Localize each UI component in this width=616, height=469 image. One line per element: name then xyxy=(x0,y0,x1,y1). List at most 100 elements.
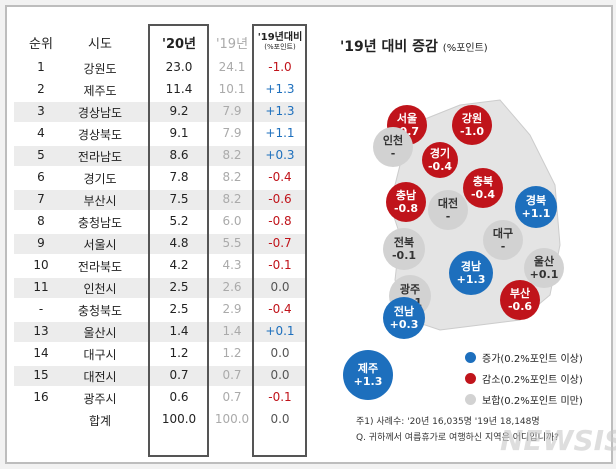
cell-2020: 2.5 xyxy=(169,302,189,316)
watermark-logo: NEWSIS xyxy=(500,424,616,457)
cell-diff: -0.1 xyxy=(268,390,292,404)
cell-2020: 2.5 xyxy=(169,280,189,294)
col-diff-highlight xyxy=(252,24,307,457)
cell-rank: 2 xyxy=(37,82,45,96)
cell-diff: 0.0 xyxy=(270,412,290,426)
legend-item: 증가(0.2%포인트 이상) xyxy=(465,350,583,365)
bubble-value: - xyxy=(390,147,396,160)
cell-rank: 9 xyxy=(37,236,45,250)
cell-2019: 8.2 xyxy=(222,192,242,206)
cell-rank: 5 xyxy=(37,148,45,162)
header-diff-unit: (%포인트) xyxy=(264,43,296,51)
bubble-name: 충북 xyxy=(472,175,494,188)
header-2019: '19년 xyxy=(215,37,249,52)
legend-dot-icon xyxy=(465,373,476,384)
note-sample: 주1) 사례수: '20년 16,035명 '19년 18,148명 xyxy=(356,417,540,427)
bubble-name: 제주 xyxy=(357,362,379,375)
bubble-name: 부산 xyxy=(509,287,531,300)
cell-2020: 9.1 xyxy=(169,126,189,140)
bubble-name: 경기 xyxy=(429,147,451,160)
cell-region: 대구시 xyxy=(83,348,117,362)
cell-2019: 4.3 xyxy=(222,258,242,272)
row-shade xyxy=(14,366,306,386)
cell-2019: 2.6 xyxy=(222,280,242,294)
cell-2019: 8.2 xyxy=(222,148,242,162)
cell-2019: 1.2 xyxy=(222,346,242,360)
cell-2020: 5.2 xyxy=(169,214,189,228)
legend-item: 보합(0.2%포인트 미만) xyxy=(465,392,583,407)
region-bubble-15: 제주 +1.3 xyxy=(343,350,393,400)
bubble-value: +0.1 xyxy=(529,268,559,281)
region-bubble-2: 인천 - xyxy=(373,127,413,167)
cell-2020: 4.2 xyxy=(169,258,189,272)
bubble-value: +0.3 xyxy=(389,318,419,331)
region-bubble-7: 경북 +1.1 xyxy=(515,186,557,228)
cell-rank: - xyxy=(38,302,44,316)
region-bubble-1: 강원 -1.0 xyxy=(452,105,492,145)
cell-rank: 16 xyxy=(33,390,49,404)
cell-diff: 0.0 xyxy=(270,368,290,382)
cell-region: 부산시 xyxy=(83,194,117,208)
bubble-value: -0.8 xyxy=(393,202,419,215)
cell-2020: 8.6 xyxy=(169,148,189,162)
cell-2020: 11.4 xyxy=(165,82,193,96)
cell-diff: +1.3 xyxy=(265,104,295,118)
cell-2019: 0.7 xyxy=(222,390,242,404)
cell-region: 울산시 xyxy=(83,326,117,340)
cell-2020: 1.2 xyxy=(169,346,189,360)
header-rank: 순위 xyxy=(29,37,53,52)
cell-rank: 8 xyxy=(37,214,45,228)
row-shade xyxy=(14,278,306,298)
region-bubble-9: 대구 - xyxy=(483,220,523,260)
region-bubble-14: 부산 -0.6 xyxy=(500,280,540,320)
cell-2020: 4.8 xyxy=(169,236,189,250)
cell-region: 충청북도 xyxy=(77,304,123,318)
region-bubble-4: 충남 -0.8 xyxy=(386,182,426,222)
region-bubble-3: 경기 -0.4 xyxy=(422,142,458,178)
cell-region: 제주도 xyxy=(83,84,117,98)
region-bubble-12: 울산 +0.1 xyxy=(524,248,564,288)
cell-2019: 1.4 xyxy=(222,324,242,338)
bubble-name: 인천 xyxy=(382,134,404,147)
row-shade xyxy=(14,190,306,210)
cell-2020: 100.0 xyxy=(161,412,197,426)
cell-2020: 0.7 xyxy=(169,368,189,382)
bubble-name: 전남 xyxy=(393,305,415,318)
region-bubble-6: 대전 - xyxy=(428,190,468,230)
bubble-value: -0.4 xyxy=(470,188,496,201)
bubble-name: 광주 xyxy=(399,283,421,296)
cell-region: 경상북도 xyxy=(77,128,123,142)
cell-rank: 6 xyxy=(37,170,45,184)
cell-region: 경기도 xyxy=(83,172,117,186)
cell-2020: 7.8 xyxy=(169,170,189,184)
map-title: '19년 대비 증감 (%포인트) xyxy=(340,39,488,55)
cell-2020: 1.4 xyxy=(169,324,189,338)
legend-item: 감소(0.2%포인트 이상) xyxy=(465,371,583,386)
cell-diff: 0.0 xyxy=(270,280,290,294)
cell-diff: +1.3 xyxy=(265,82,295,96)
cell-region: 합계 xyxy=(88,414,112,428)
bubble-value: +1.3 xyxy=(456,273,486,286)
cell-diff: +0.3 xyxy=(265,148,295,162)
bubble-name: 대전 xyxy=(437,197,459,210)
cell-2019: 7.9 xyxy=(222,104,242,118)
header-diff: '19년대비 xyxy=(257,32,303,43)
cell-rank: 7 xyxy=(37,192,45,206)
cell-2019: 24.1 xyxy=(218,60,246,74)
cell-2019: 10.1 xyxy=(218,82,246,96)
legend-dot-icon xyxy=(465,394,476,405)
cell-region: 경상남도 xyxy=(77,106,123,120)
cell-2020: 0.6 xyxy=(169,390,189,404)
header-2020: '20년 xyxy=(161,37,197,52)
cell-region: 인천시 xyxy=(83,282,117,296)
region-bubble-8: 전북 -0.1 xyxy=(383,228,425,270)
bubble-name: 경북 xyxy=(525,194,547,207)
bubble-name: 강원 xyxy=(461,112,483,125)
cell-diff: -0.6 xyxy=(268,192,292,206)
cell-2020: 7.5 xyxy=(169,192,189,206)
bubble-value: +1.3 xyxy=(353,375,383,388)
region-bubble-11: 경남 +1.3 xyxy=(449,251,493,295)
bubble-value: -0.6 xyxy=(507,300,533,313)
cell-region: 대전시 xyxy=(83,370,117,384)
row-shade xyxy=(14,322,306,342)
